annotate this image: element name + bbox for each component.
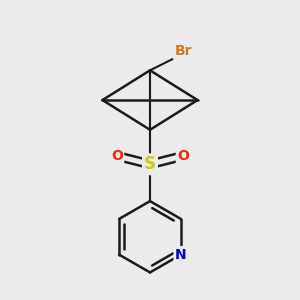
Text: Br: Br (175, 44, 192, 58)
Text: S: S (144, 155, 156, 173)
Text: O: O (177, 149, 189, 163)
Text: O: O (111, 149, 123, 163)
Text: N: N (175, 248, 187, 262)
